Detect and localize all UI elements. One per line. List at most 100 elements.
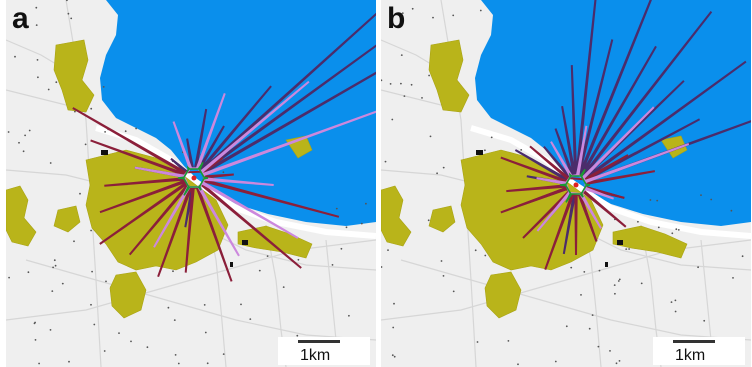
building-dot (173, 319, 176, 321)
site-marker (242, 240, 248, 245)
building-dot (105, 280, 107, 283)
building-dot (411, 7, 414, 10)
building-dot (565, 325, 568, 328)
building-dot (49, 162, 52, 164)
building-dot (53, 259, 56, 262)
building-dot (618, 360, 621, 362)
building-dot (222, 171, 225, 174)
building-dot (741, 255, 744, 258)
building-dot (710, 198, 713, 201)
building-dot (391, 118, 394, 121)
building-dot (54, 264, 57, 267)
building-dot (381, 79, 383, 82)
building-dot (104, 131, 106, 133)
building-dot (628, 248, 630, 250)
urban-area (381, 185, 412, 247)
site-marker (617, 240, 623, 245)
building-dot (476, 341, 479, 343)
building-dot (570, 266, 573, 269)
source-point (191, 175, 197, 181)
building-dot (203, 304, 206, 306)
building-dot (146, 346, 149, 349)
building-dot (649, 199, 652, 201)
building-dot (90, 229, 92, 232)
building-dot (703, 319, 706, 322)
building-dot (474, 249, 477, 252)
building-dot (730, 209, 733, 212)
building-dot (588, 327, 591, 330)
building-dot (8, 276, 10, 279)
building-dot (331, 264, 334, 266)
building-dot (90, 303, 92, 306)
building-dot (393, 302, 395, 305)
building-dot (656, 199, 659, 202)
building-dot (613, 284, 616, 286)
building-dot (84, 143, 87, 146)
building-dot (428, 74, 430, 77)
map-canvas-b (381, 0, 751, 367)
building-dot (637, 220, 639, 223)
building-dot (427, 219, 430, 222)
building-dot (598, 269, 601, 272)
building-dot (102, 86, 105, 88)
building-dot (609, 350, 611, 352)
building-dot (410, 83, 413, 86)
building-dot (484, 254, 487, 257)
building-dot (392, 326, 395, 329)
building-dot (51, 290, 54, 292)
building-dot (640, 282, 643, 285)
building-dot (391, 354, 394, 357)
building-dot (37, 76, 39, 79)
building-dot (432, 16, 434, 19)
building-dot (222, 353, 225, 355)
urban-area (53, 205, 81, 233)
urban-area (109, 271, 147, 319)
building-dot (345, 226, 348, 229)
building-dot (47, 88, 50, 91)
building-dot (671, 232, 674, 235)
building-dot (479, 9, 482, 12)
building-dot (617, 280, 620, 282)
building-dot (452, 14, 455, 17)
building-dot (66, 0, 68, 2)
building-dot (403, 95, 406, 97)
building-dot (177, 362, 180, 365)
building-dot (35, 6, 38, 9)
building-dot (174, 354, 177, 356)
building-dot (700, 194, 702, 197)
map-panel-a: a 1km (6, 0, 376, 367)
building-dot (206, 362, 209, 365)
building-dot (670, 301, 673, 303)
building-dot (266, 255, 269, 257)
building-dot (597, 345, 600, 348)
scale-bar-line (298, 340, 340, 343)
building-dot (49, 329, 52, 331)
urban-area (428, 39, 470, 113)
building-dot (381, 266, 383, 268)
building-dot (36, 59, 39, 61)
site-marker (101, 150, 108, 155)
dispersion-contour-core (177, 161, 209, 196)
building-dot (18, 141, 20, 144)
building-dot (393, 355, 396, 358)
building-dot (73, 240, 75, 243)
building-dot (615, 362, 618, 365)
building-dot (130, 340, 132, 343)
building-dot (35, 24, 38, 26)
sea-area (475, 0, 751, 226)
building-dot (384, 160, 387, 163)
urban-area (53, 39, 95, 113)
urban-area (428, 205, 456, 233)
building-dot (436, 172, 438, 175)
building-dot (74, 110, 76, 113)
building-dot (33, 322, 36, 325)
building-dot (554, 360, 557, 363)
dispersion-contour-inner (134, 80, 376, 257)
building-dot (93, 323, 96, 326)
map-canvas-a (6, 0, 376, 367)
scale-label-b: 1km (675, 347, 706, 364)
building-dot (674, 299, 677, 302)
building-dot (14, 55, 16, 58)
building-dot (507, 340, 510, 342)
panel-label-b: b (387, 2, 406, 35)
